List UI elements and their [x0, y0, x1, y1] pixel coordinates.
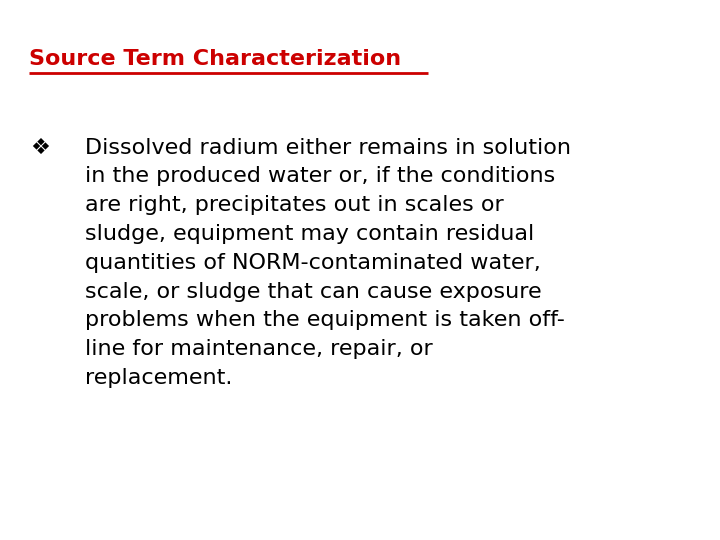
Text: Dissolved radium either remains in solution
in the produced water or, if the con: Dissolved radium either remains in solut… [85, 138, 571, 388]
Text: Source Term Characterization: Source Term Characterization [29, 49, 401, 69]
Text: ❖: ❖ [30, 138, 50, 158]
